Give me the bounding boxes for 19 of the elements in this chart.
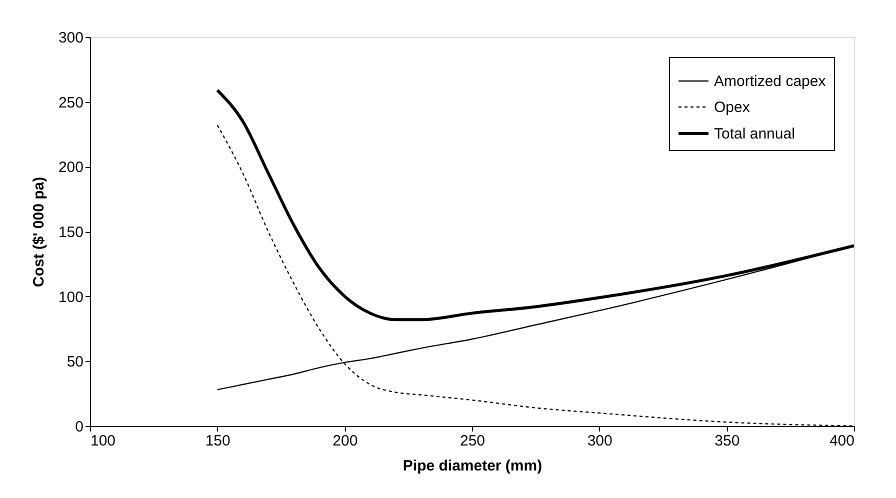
x-tick-label: 350 (714, 432, 740, 450)
legend-label: Total annual (714, 126, 795, 142)
x-tick-label: 150 (205, 432, 230, 450)
legend-label: Opex (714, 99, 750, 116)
y-tick-label: 150 (58, 224, 84, 241)
y-tick-label: 50 (66, 354, 84, 371)
y-tick-label: 300 (58, 30, 84, 46)
x-tick-label: 100 (90, 432, 116, 450)
x-tick-label: 200 (332, 432, 358, 450)
y-tick-label: 0 (75, 418, 84, 436)
y-tick-label: 100 (58, 288, 84, 306)
y-axis-title: Cost ($' 000 pa) (30, 176, 48, 288)
y-tick-label: 250 (58, 94, 84, 112)
legend-label: Amortized capex (714, 73, 826, 90)
x-axis-title: Pipe diameter (mm) (402, 458, 542, 474)
x-tick-label: 300 (587, 432, 612, 450)
x-tick-label: 400 (829, 432, 854, 450)
x-tick-label: 250 (460, 432, 486, 450)
y-tick-label: 200 (58, 159, 84, 176)
